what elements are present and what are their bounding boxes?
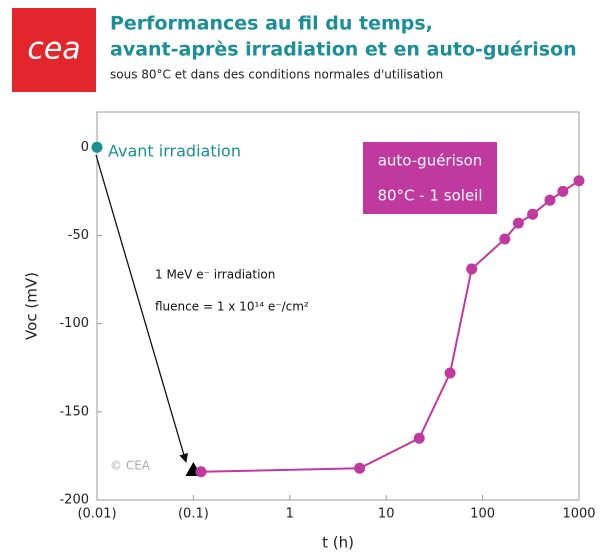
y-tick-label: 0 — [81, 140, 89, 155]
point — [544, 194, 556, 206]
point — [195, 466, 207, 478]
logo-box — [12, 8, 96, 92]
point — [444, 367, 456, 379]
y-tick-label: -150 — [59, 404, 89, 419]
point — [354, 462, 366, 474]
x-tick-label: 1000 — [562, 507, 595, 522]
point — [466, 263, 478, 275]
arrow — [95, 154, 189, 463]
legend-label: auto-guérison — [378, 152, 483, 170]
x-tick-label: (0.1) — [178, 507, 209, 522]
legend-box — [363, 142, 497, 214]
logo: cea — [27, 32, 80, 67]
title: avant-après irradiation et en auto-guéri… — [110, 39, 577, 61]
x-axis-label: t (h) — [322, 534, 354, 552]
x-tick-label: (0.01) — [77, 507, 116, 522]
copyright: © CEA — [110, 459, 151, 473]
x-tick-label: 10 — [378, 507, 395, 522]
y-tick-label: -200 — [59, 493, 89, 508]
x-tick-label: 1 — [286, 507, 294, 522]
y-tick-label: -50 — [68, 228, 89, 243]
legend-label: Avant irradiation — [108, 142, 241, 161]
y-axis-label: Voc (mV) — [23, 272, 41, 340]
subtitle: sous 80°C et dans des conditions normale… — [110, 68, 443, 82]
plot-frame — [96, 111, 580, 501]
title: Performances au fil du temps, — [110, 13, 433, 35]
point — [512, 217, 524, 229]
point — [573, 175, 585, 187]
point — [499, 233, 511, 245]
annotation: 80°C - 1 soleil — [377, 187, 482, 205]
y-tick-label: -100 — [59, 316, 89, 331]
point — [413, 432, 425, 444]
annotation: fluence = 1 x 10¹⁴ e⁻/cm² — [155, 300, 309, 314]
point — [527, 208, 539, 220]
point — [91, 141, 103, 153]
annotation: 1 MeV e⁻ irradiation — [155, 268, 275, 282]
point — [557, 185, 569, 197]
x-tick-label: 100 — [470, 507, 495, 522]
